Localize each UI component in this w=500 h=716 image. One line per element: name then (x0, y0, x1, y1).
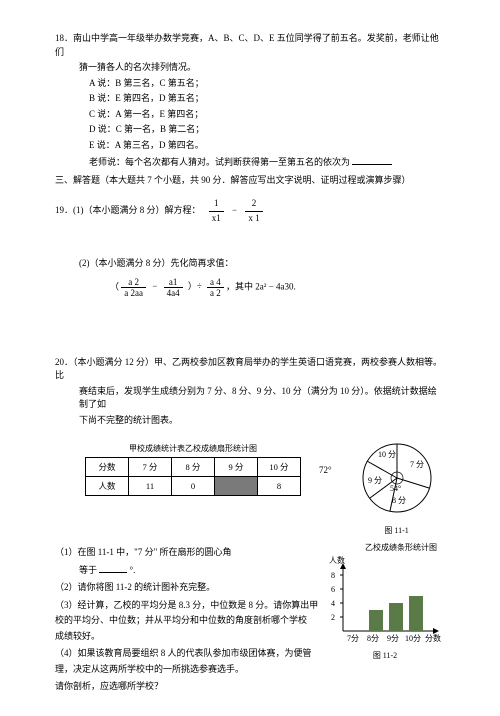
pie-chart: 10 分 7 分 9 分 54° 8 分 (352, 433, 442, 523)
th-8: 8 分 (172, 458, 215, 477)
q19-fb-n: a1 (164, 277, 183, 288)
q19-fc-d: a 2 (207, 288, 224, 298)
q20-sub1a: （1）在图 11-1 中，"7 分" 所在扇形的圆心角 (55, 546, 325, 560)
svg-text:8分: 8分 (367, 634, 379, 643)
q19-1-label: 19．(1)（本小题满分 8 分）解方程： (55, 205, 201, 215)
svg-text:6: 6 (331, 585, 335, 594)
q19-2-expr: （ a 2 a 2aa − a1 4a4 ）÷ a 4 a 2 ，其中 2a² … (110, 277, 445, 298)
q19-fracc: a 4 a 2 (207, 277, 224, 298)
q19-fraca: a 2 a 2aa (121, 277, 146, 298)
q19-fa-n: a 2 (121, 277, 146, 288)
bar-9 (389, 603, 403, 631)
th-9: 9 分 (215, 458, 258, 477)
q18-teacher: 老师说：每个名次都有人猜对。试判断获得第一至第五名的依次为 (55, 154, 445, 170)
q20-sub1c: °. (130, 565, 136, 575)
angle-72: 72° (319, 443, 332, 475)
td-7: 11 (129, 477, 172, 496)
q20-stem3: 下尚不完整的统计图表。 (55, 414, 445, 428)
q18-C: C 说：A 第一名，E 第四名； (55, 108, 445, 122)
pie-8: 8 分 (392, 496, 406, 505)
q20-stem1: 20．（本小题满分 12 分）甲、乙两校参加区教育局举办的学生英语口语竞赛，两校… (55, 356, 445, 383)
q19-fa-d: a 2aa (121, 288, 146, 298)
bar-chart: 人数 8 6 4 2 7分 8分 9分 10分 (325, 553, 445, 648)
svg-text:10分: 10分 (405, 634, 421, 643)
q19-1: 19．(1)（本小题满分 8 分）解方程： 1 x1 − 2 x 1 (55, 197, 445, 225)
td-9 (215, 477, 258, 496)
table-title: 甲校成绩统计表乙校成绩扇形统计图 (85, 443, 301, 454)
q19-frac2: 2 x 1 (245, 197, 262, 225)
q18-E: E 说：A 第三名，D 第四名。 (55, 139, 445, 153)
q19-fracb: a1 4a4 (164, 277, 183, 298)
pie-caption: 图 11-1 (352, 525, 442, 536)
q19-mid: ）÷ (185, 281, 205, 291)
svg-text:8: 8 (331, 571, 335, 580)
bar-10 (409, 596, 423, 631)
q20-sub4b: 理，决定从这两所学校中的一所挑选参赛选手。 (55, 663, 325, 677)
q20-sub2: （2）请你将图 11-2 的统计图补充完整。 (55, 581, 325, 595)
q18-D: D 说：C 第一名，B 第二名； (55, 123, 445, 137)
svg-text:4: 4 (331, 599, 335, 608)
q19-f1n: 1 (209, 197, 224, 212)
pie-7: 7 分 (410, 460, 424, 469)
q18-B: B 说：E 第四名，D 第五名； (55, 92, 445, 106)
q20-sub3c: 成绩较好。 (55, 630, 325, 644)
q19-f2n: 2 (245, 197, 262, 212)
score-table: 分数 7 分 8 分 9 分 10 分 人数 11 0 8 (85, 457, 301, 496)
q19-fb-d: 4a4 (164, 288, 183, 298)
svg-text:分数: 分数 (425, 633, 441, 643)
q20-sub1b-text: 等于 (79, 565, 97, 575)
section3-title: 三、解答题（本大题共 7 个小题，共 90 分．解答应写出文字说明、证明过程或演… (55, 174, 445, 188)
q20-sub4c: 请你剖析，应选哪所学校？ (55, 680, 325, 694)
q20-blank1 (99, 562, 127, 573)
td-8: 0 (172, 477, 215, 496)
svg-text:9分: 9分 (387, 634, 399, 643)
pie-9: 9 分 (368, 476, 382, 485)
svg-text:7分: 7分 (347, 634, 359, 643)
q20-sub4a: （4）如果该教育局要组织 8 人的代表队参加市级团体赛，为便管 (55, 647, 325, 661)
q19-minus2: − (148, 281, 161, 291)
pie-10: 10 分 (378, 450, 396, 459)
q19-f2d: x 1 (245, 212, 262, 226)
q19-minus: − (226, 205, 243, 215)
q20-sub3a: （3）经计算，乙校的平均分是 8.3 分，中位数是 8 分。请你算出甲 (55, 599, 325, 613)
th-10: 10 分 (258, 458, 301, 477)
bar-chart-wrap: 乙校成绩条形统计图 人数 8 6 4 2 7分 8分 (325, 542, 445, 661)
q19-f1d: x1 (209, 212, 224, 226)
bar-ylabel: 人数 (329, 555, 345, 565)
bar-8 (369, 610, 383, 631)
q19-tail: ，其中 2a² − 4a30. (226, 281, 296, 291)
th-score: 分数 (86, 458, 129, 477)
td-count: 人数 (86, 477, 129, 496)
q18-stem2: 猜一猜各人的名次排列情况。 (55, 61, 445, 75)
q18-blank (352, 154, 392, 165)
pie-54: 54° (390, 484, 401, 493)
pie-chart-wrap: 10 分 7 分 9 分 54° 8 分 图 11-1 (352, 443, 442, 536)
td-10: 8 (258, 477, 301, 496)
th-7: 7 分 (129, 458, 172, 477)
q19-2-label: (2)（本小题满分 8 分）先化简再求值： (55, 257, 445, 271)
q18-stem: 18．南山中学高一年级举办数学竞赛，A、B、C、D、E 五位同学得了前五名。发奖… (55, 32, 445, 59)
q19-lparen: （ (110, 281, 119, 291)
bar-caption: 图 11-2 (325, 650, 445, 661)
q20-sub3b: 校的平均分、中位数；并从平均分和中位数的角度剖析哪个学校 (55, 614, 325, 628)
q20-sub1b: 等于 °. (55, 562, 325, 578)
score-table-wrap: 甲校成绩统计表乙校成绩扇形统计图 分数 7 分 8 分 9 分 10 分 人数 … (85, 443, 301, 496)
bar-title: 乙校成绩条形统计图 (325, 542, 445, 553)
q18-teacher-text: 老师说：每个名次都有人猜对。试判断获得第一至第五名的依次为 (89, 157, 350, 167)
q19-frac1: 1 x1 (209, 197, 224, 225)
q19-fc-n: a 4 (207, 277, 224, 288)
q20-stem2: 赛结束后，发现学生成绩分别为 7 分、8 分、9 分、10 分（满分为 10 分… (55, 385, 445, 412)
q18-A: A 说：B 第三名，C 第五名； (55, 77, 445, 91)
svg-text:2: 2 (331, 613, 335, 622)
